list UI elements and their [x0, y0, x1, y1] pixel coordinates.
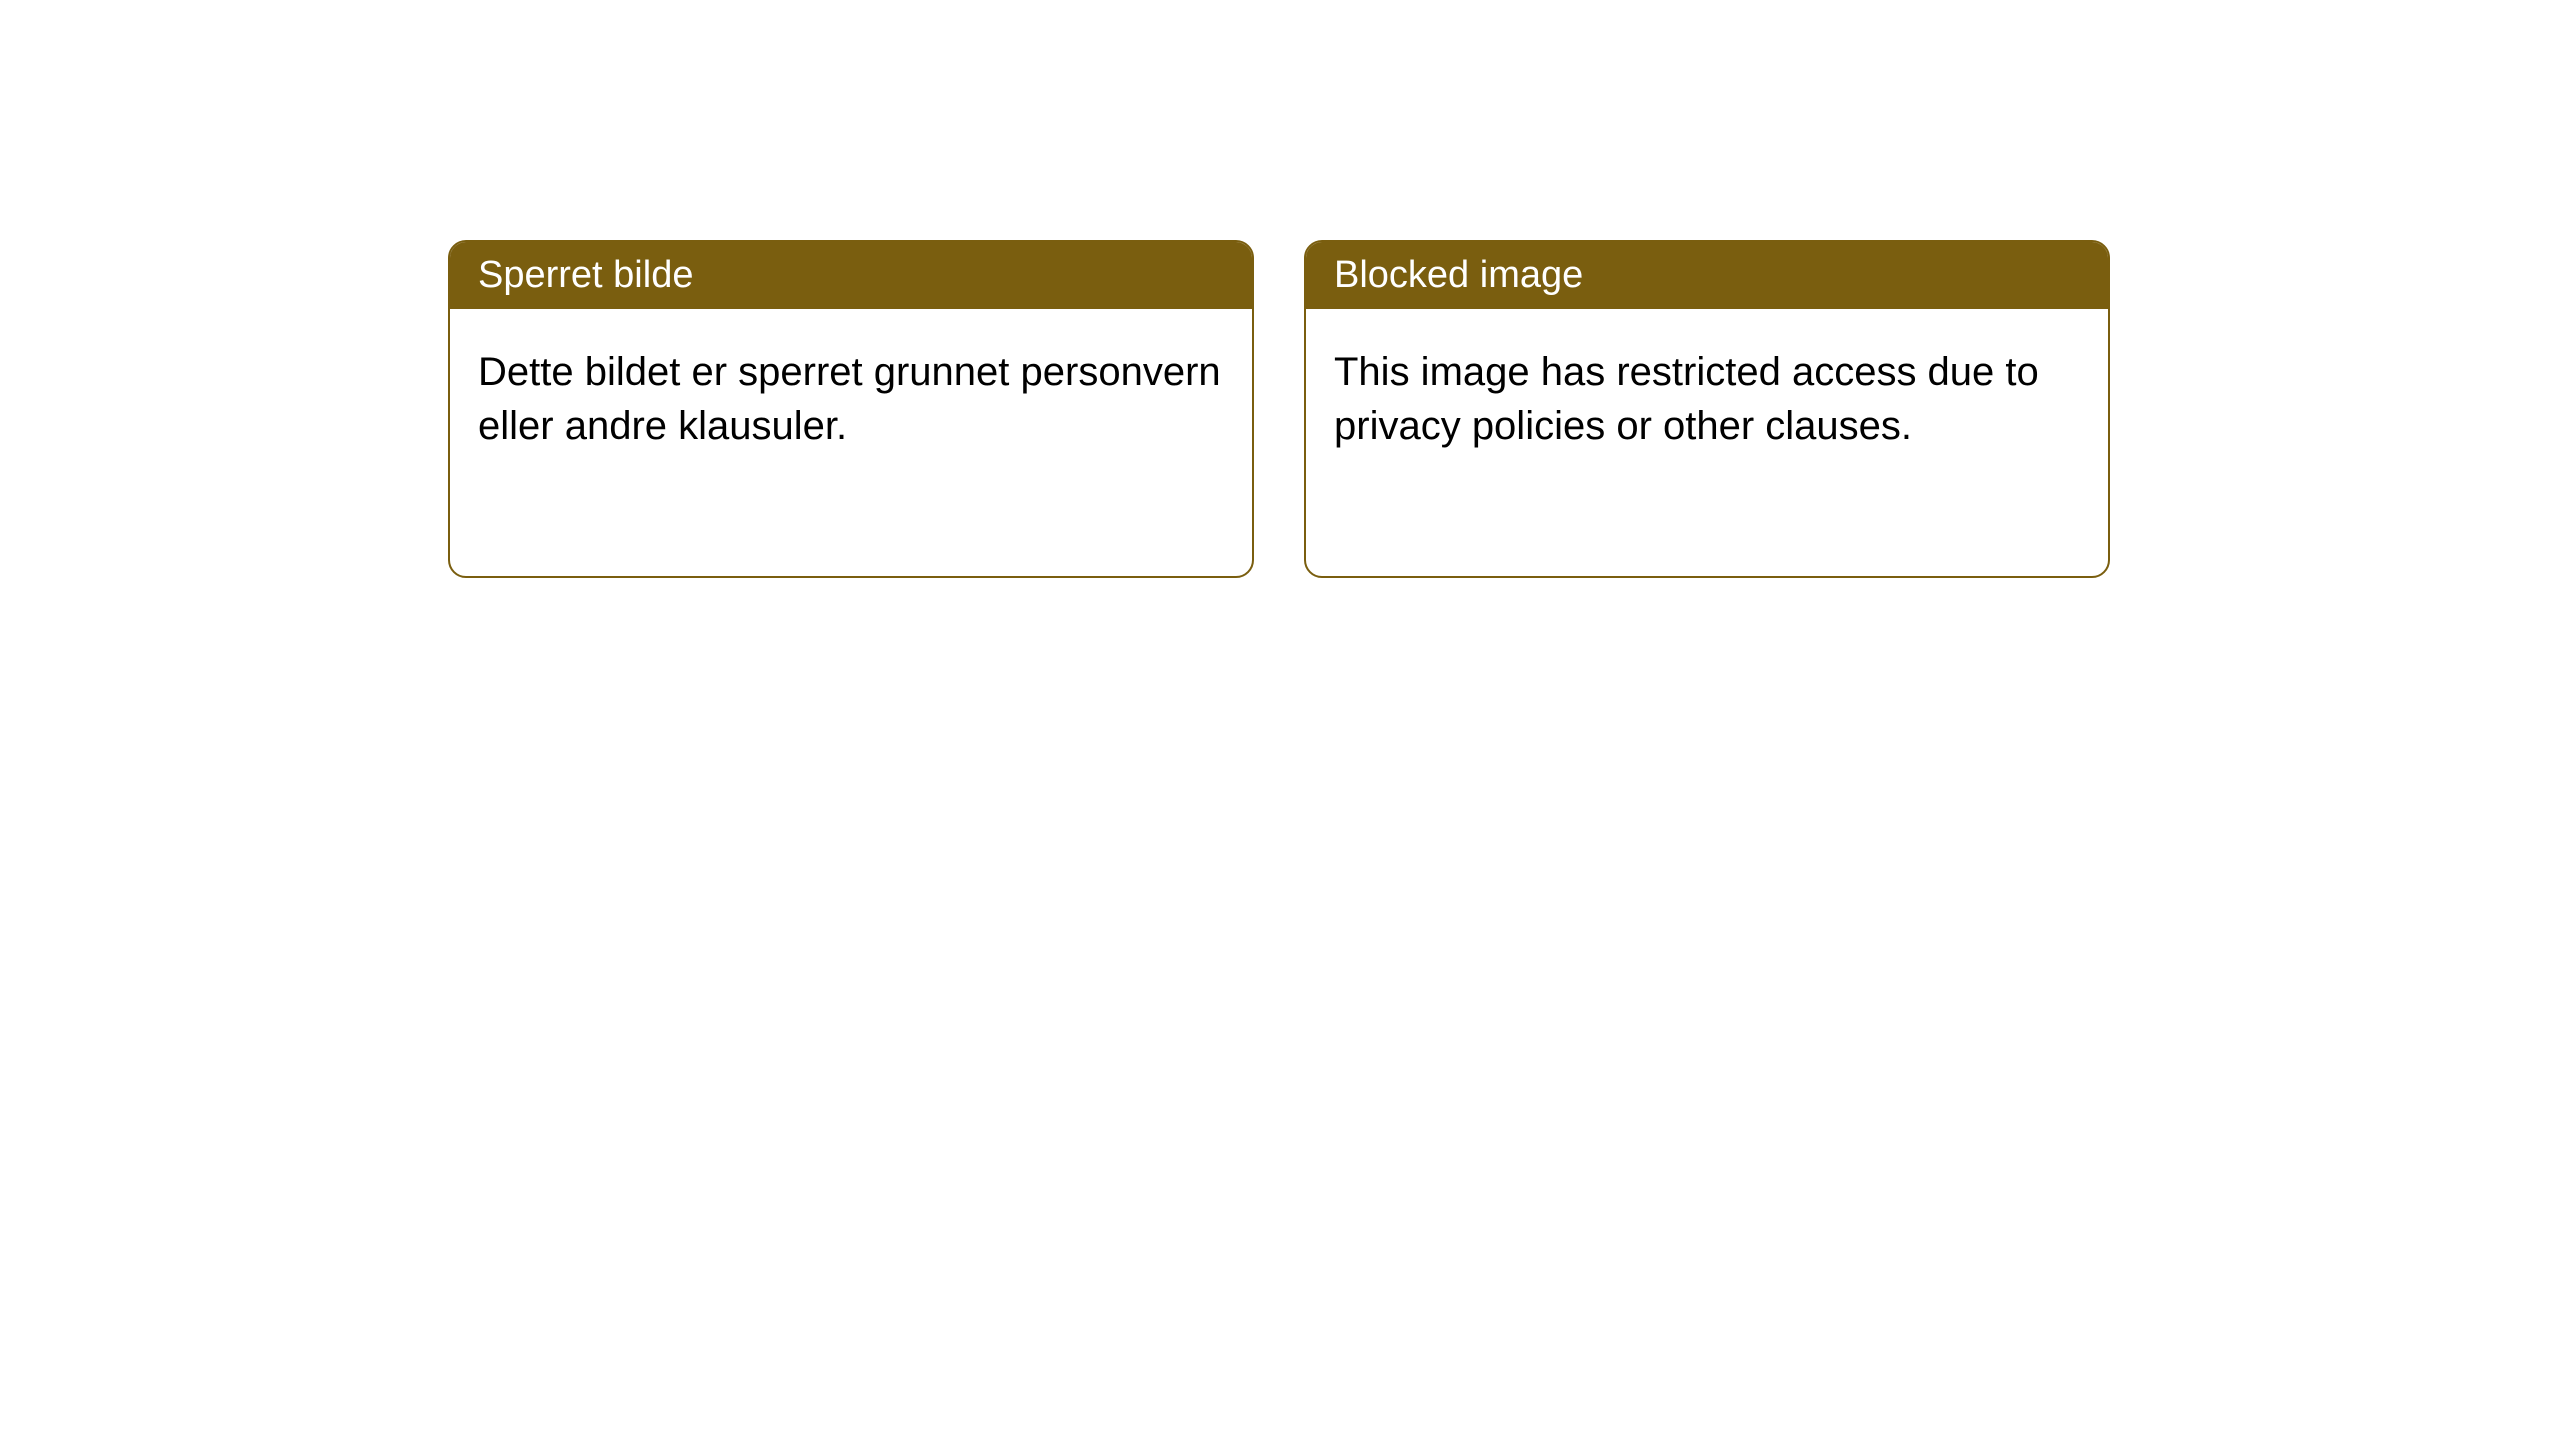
card-body-text: Dette bildet er sperret grunnet personve…: [478, 350, 1221, 448]
card-header: Sperret bilde: [450, 242, 1252, 309]
card-body: Dette bildet er sperret grunnet personve…: [450, 309, 1252, 489]
card-title: Blocked image: [1334, 254, 1583, 296]
card-body-text: This image has restricted access due to …: [1334, 350, 2039, 448]
blocked-image-card-en: Blocked image This image has restricted …: [1304, 240, 2110, 578]
card-header: Blocked image: [1306, 242, 2108, 309]
card-body: This image has restricted access due to …: [1306, 309, 2108, 489]
blocked-image-card-no: Sperret bilde Dette bildet er sperret gr…: [448, 240, 1254, 578]
cards-container: Sperret bilde Dette bildet er sperret gr…: [0, 0, 2560, 578]
card-title: Sperret bilde: [478, 254, 693, 296]
